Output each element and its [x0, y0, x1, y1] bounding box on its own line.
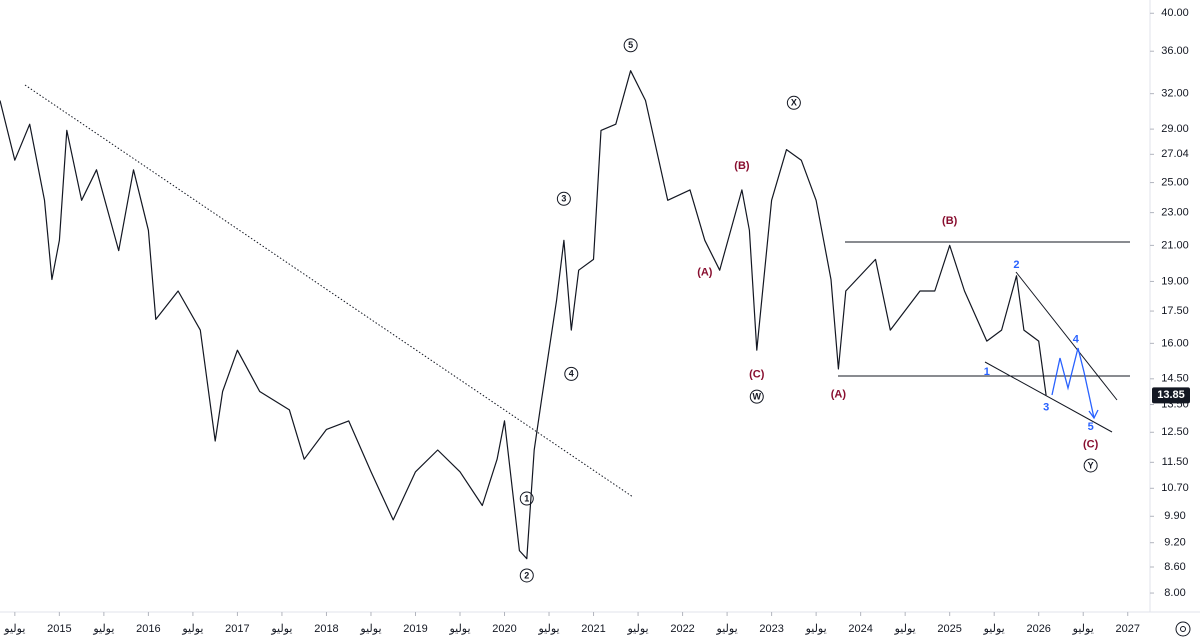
y-tick-label: 32.00 [1161, 88, 1189, 100]
x-tick-label: 2023 [759, 623, 783, 635]
wave-circle [564, 366, 579, 381]
wave-label: 2 [524, 570, 529, 580]
wave-label: 2 [1013, 259, 1019, 271]
wave-label: (A) [831, 388, 847, 400]
wave-label: 1 [524, 493, 529, 503]
wave-label: (B) [734, 160, 750, 172]
wave-circle [519, 568, 534, 583]
x-tick-label: 2021 [581, 623, 605, 635]
y-tick-label: 9.90 [1164, 510, 1185, 522]
x-tick-label: يوليو [894, 623, 916, 635]
last-price-label: 13.85 [1157, 389, 1185, 401]
wave-label: 4 [569, 369, 574, 379]
settings-icon[interactable] [1175, 621, 1191, 637]
x-tick-label: 2024 [848, 623, 872, 635]
wave-label: (C) [749, 368, 765, 380]
y-tick-label: 8.00 [1164, 587, 1185, 599]
y-tick-label: 25.00 [1161, 176, 1189, 188]
y-tick-label: 12.50 [1161, 426, 1189, 438]
wedge-lower-line [984, 361, 1113, 433]
y-tick-label: 23.00 [1161, 207, 1189, 219]
y-tick-label: 9.20 [1164, 537, 1185, 549]
wave-label: 3 [1043, 402, 1049, 414]
x-tick-label: 2016 [136, 623, 160, 635]
wave-label: W [753, 392, 762, 402]
y-tick-label: 16.00 [1161, 337, 1189, 349]
wave-label: 5 [1088, 421, 1094, 433]
y-tick-label: 17.50 [1161, 305, 1189, 317]
wave-label: (A) [697, 266, 713, 278]
x-tick-label: 2027 [1115, 623, 1139, 635]
x-tick-label: يوليو [181, 623, 203, 635]
wave-circle [1083, 458, 1098, 473]
y-tick-label: 10.70 [1161, 482, 1189, 494]
plot: 8.008.609.209.9010.7011.5012.5013.5014.5… [0, 7, 1190, 635]
wave-circle [786, 95, 801, 110]
wave-label: (B) [942, 215, 958, 227]
wave-circle [623, 38, 638, 53]
x-tick-label: يوليو [805, 623, 827, 635]
last-price-box [1152, 387, 1190, 404]
wave-circle [519, 491, 534, 506]
x-tick-label: 2015 [47, 623, 71, 635]
wave-label: X [791, 98, 797, 108]
x-tick-label: 2018 [314, 623, 338, 635]
projection-path [1051, 347, 1095, 419]
x-tick-label: يوليو [716, 623, 738, 635]
y-tick-label: 11.50 [1162, 456, 1189, 468]
price-line [0, 70, 1047, 560]
wave-circle [749, 389, 764, 404]
x-tick-label: يوليو [359, 623, 381, 635]
x-tick-label: 2020 [492, 623, 516, 635]
wave-label: 4 [1073, 333, 1080, 345]
x-tick-label: 2017 [225, 623, 249, 635]
x-tick-label: 2026 [1026, 623, 1050, 635]
y-tick-label: 29.00 [1161, 123, 1189, 135]
y-tick-label: 21.00 [1161, 239, 1189, 251]
x-tick-label: يوليو [537, 623, 559, 635]
x-tick-label: 2022 [670, 623, 694, 635]
y-tick-label: 8.60 [1164, 561, 1185, 573]
x-tick-label: يوليو [270, 623, 292, 635]
x-tick-label: يوليو [983, 623, 1005, 635]
x-tick-label: يوليو [92, 623, 114, 635]
y-tick-label: 36.00 [1161, 45, 1189, 57]
settings-icon-center [1180, 626, 1186, 632]
x-tick-label: 2019 [403, 623, 427, 635]
wave-circle [556, 191, 571, 206]
wave-label: 5 [628, 40, 633, 50]
wave-label: 1 [984, 366, 990, 378]
y-tick-label: 27.04 [1161, 148, 1189, 160]
x-tick-label: يوليو [627, 623, 649, 635]
wave-label: (C) [1083, 438, 1099, 450]
x-tick-label: يوليو [1072, 623, 1094, 635]
projection-arrow [1088, 409, 1099, 420]
y-tick-label: 19.00 [1161, 275, 1189, 287]
y-tick-label: 40.00 [1161, 7, 1189, 19]
wave-label: Y [1088, 460, 1094, 470]
x-tick-label: 2025 [937, 623, 961, 635]
x-tick-label: يوليو [3, 623, 25, 635]
y-tick-label: 14.50 [1161, 373, 1189, 385]
wedge-upper-line [1015, 271, 1118, 401]
wave-label: 3 [561, 194, 566, 204]
x-tick-label: يوليو [448, 623, 470, 635]
